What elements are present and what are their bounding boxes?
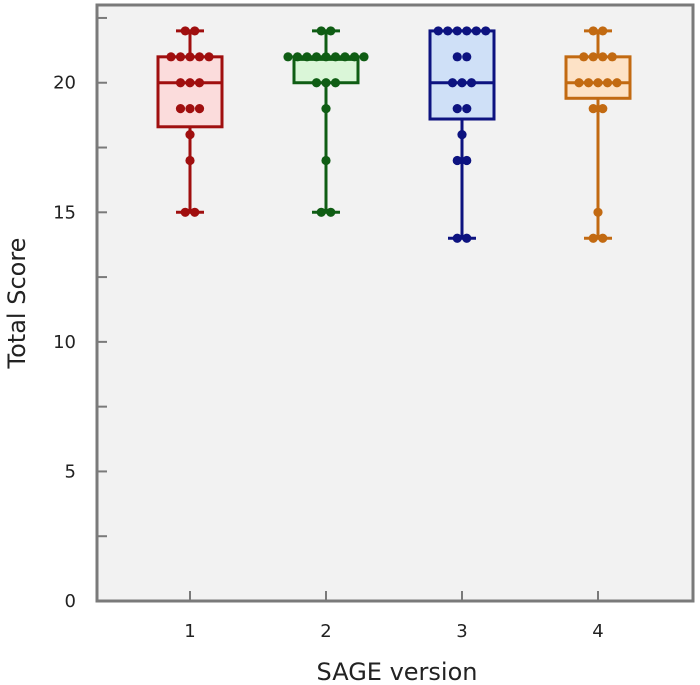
data-point — [583, 78, 594, 88]
data-point — [359, 52, 369, 62]
data-point — [330, 52, 341, 62]
data-point — [457, 129, 467, 140]
data-point — [452, 104, 462, 114]
box — [564, 55, 632, 100]
data-point — [311, 52, 322, 62]
data-point — [462, 52, 472, 62]
data-point — [447, 78, 458, 88]
data-point — [204, 52, 214, 62]
data-point — [588, 52, 598, 62]
box — [156, 55, 224, 129]
data-point — [194, 78, 205, 88]
data-point — [349, 52, 360, 62]
data-point — [471, 26, 481, 36]
data-point — [598, 26, 608, 36]
y-axis-title: Total Score — [3, 238, 31, 370]
data-point — [194, 52, 205, 62]
data-point — [462, 26, 472, 36]
x-axis-title: SAGE version — [317, 658, 478, 685]
x-tick-label: 4 — [592, 621, 603, 642]
data-point — [326, 26, 336, 36]
data-point — [321, 104, 331, 114]
data-point — [185, 78, 195, 88]
data-point — [593, 78, 603, 88]
data-point — [321, 78, 331, 88]
data-point — [340, 52, 350, 62]
x-axis: 1 2 3 4 — [184, 591, 604, 642]
data-point — [598, 104, 608, 114]
data-point — [326, 207, 336, 217]
data-point — [330, 78, 341, 88]
data-point — [302, 52, 312, 62]
data-point — [321, 52, 331, 62]
data-point — [452, 155, 462, 166]
box-group-3 — [428, 26, 496, 243]
data-point — [190, 26, 200, 36]
data-point — [311, 78, 322, 88]
data-point — [316, 207, 326, 217]
boxes — [156, 26, 632, 243]
y-tick-label: 0 — [65, 591, 76, 612]
data-point — [175, 78, 186, 88]
data-point — [452, 52, 462, 62]
data-point — [588, 233, 598, 243]
data-point — [598, 233, 608, 243]
data-point — [574, 78, 584, 88]
data-point — [579, 52, 589, 62]
data-point — [612, 78, 622, 88]
data-point — [466, 78, 477, 88]
data-point — [316, 26, 326, 36]
x-tick-label: 1 — [184, 621, 195, 642]
data-point — [185, 155, 195, 166]
data-point — [457, 78, 467, 88]
data-point — [185, 52, 195, 62]
y-tick-label: 15 — [53, 202, 76, 223]
data-point — [194, 104, 205, 114]
data-point — [185, 129, 195, 140]
data-point — [452, 26, 462, 36]
data-point — [180, 207, 190, 217]
data-point — [443, 26, 453, 36]
data-point — [593, 207, 603, 217]
y-tick-label: 5 — [65, 461, 76, 482]
data-point — [175, 52, 186, 62]
data-point — [321, 155, 331, 166]
y-tick-label: 20 — [53, 73, 76, 94]
box-group-2 — [283, 26, 369, 217]
data-point — [283, 52, 293, 62]
data-point — [588, 104, 598, 114]
data-point — [462, 233, 472, 243]
box-group-1 — [156, 26, 224, 217]
box — [428, 29, 496, 121]
data-point — [190, 207, 200, 217]
y-tick-label: 10 — [53, 332, 76, 353]
data-point — [462, 104, 472, 114]
data-point — [292, 52, 303, 62]
data-point — [166, 52, 176, 62]
data-point — [602, 78, 613, 88]
data-point — [180, 26, 190, 36]
data-point — [433, 26, 443, 36]
data-point — [607, 52, 617, 62]
x-tick-label: 2 — [320, 621, 331, 642]
data-point — [175, 104, 186, 114]
x-tick-label: 3 — [456, 621, 467, 642]
data-point — [452, 233, 462, 243]
data-point — [588, 26, 598, 36]
box-group-4 — [564, 26, 632, 243]
data-point — [598, 52, 608, 62]
data-point — [462, 155, 472, 166]
data-point — [185, 104, 195, 114]
data-point — [481, 26, 491, 36]
y-axis: 0 5 10 15 20 — [53, 16, 107, 612]
